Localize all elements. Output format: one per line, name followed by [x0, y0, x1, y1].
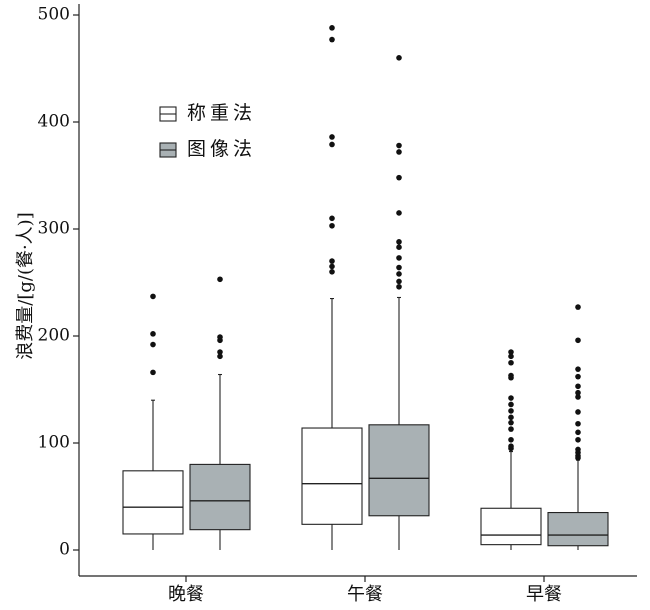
box — [122, 470, 184, 535]
outlier-point — [396, 271, 402, 277]
outlier-point — [396, 239, 402, 245]
outlier-point — [575, 409, 581, 415]
outlier-point — [217, 334, 223, 340]
x-tick-label: 早餐 — [526, 584, 562, 605]
outlier-point — [329, 36, 335, 43]
box — [547, 511, 609, 547]
outlier-point — [396, 142, 402, 149]
y-tick-label: 400 — [38, 112, 70, 132]
box — [368, 424, 430, 517]
outlier-point — [575, 366, 581, 372]
outlier-point — [575, 446, 581, 453]
outlier-point — [508, 353, 514, 360]
outlier-point — [508, 349, 514, 355]
outlier-point — [508, 408, 514, 414]
outlier-point — [329, 25, 335, 31]
outlier-point — [396, 174, 402, 181]
legend-label: 称重法 — [187, 102, 256, 124]
outlier-point — [575, 337, 581, 344]
outlier-point — [508, 419, 514, 426]
x-tick-label: 午餐 — [347, 584, 383, 605]
outlier-point — [508, 359, 514, 366]
outlier-point — [329, 263, 335, 270]
outlier-point — [150, 369, 156, 376]
outlier-point — [329, 222, 335, 229]
outlier-point — [508, 372, 514, 379]
outlier-point — [217, 353, 223, 360]
x-tick-label: 晚餐 — [168, 584, 204, 605]
outlier-point — [396, 264, 402, 271]
outlier-point — [329, 141, 335, 148]
outlier-point — [396, 283, 402, 290]
box — [301, 427, 363, 525]
box — [480, 507, 542, 546]
outlier-point — [575, 394, 581, 400]
outlier-point — [396, 149, 402, 155]
y-axis-title: 浪费量/[g/(餐·人)] — [15, 212, 36, 359]
outlier-point — [575, 389, 581, 396]
outlier-point — [575, 436, 581, 443]
outlier-point — [329, 258, 335, 264]
outlier-point — [508, 436, 514, 443]
y-tick-label: 100 — [38, 433, 70, 453]
outlier-point — [508, 443, 514, 450]
legend-label: 图像法 — [187, 138, 256, 160]
outlier-point — [217, 349, 223, 355]
y-tick-label: 300 — [38, 219, 70, 239]
outlier-point — [329, 269, 335, 275]
outlier-point — [508, 414, 514, 421]
outlier-point — [396, 244, 402, 250]
outlier-point — [150, 331, 156, 337]
outlier-point — [396, 210, 402, 216]
outlier-point — [508, 401, 514, 408]
outlier-point — [575, 373, 581, 380]
outlier-point — [575, 420, 581, 427]
outlier-point — [396, 55, 402, 61]
outlier-point — [508, 395, 514, 401]
y-tick-label: 500 — [38, 5, 70, 25]
y-tick-label: 0 — [59, 540, 70, 560]
box — [189, 463, 251, 531]
outlier-point — [508, 426, 514, 432]
y-tick-label: 200 — [38, 326, 70, 346]
outlier-point — [575, 304, 581, 310]
outlier-point — [150, 341, 156, 348]
outlier-point — [329, 215, 335, 222]
outlier-point — [329, 134, 335, 140]
outlier-point — [575, 383, 581, 390]
outlier-point — [396, 278, 402, 285]
outlier-point — [217, 276, 223, 283]
outlier-point — [396, 255, 402, 261]
outlier-point — [150, 293, 156, 300]
outlier-point — [575, 429, 581, 436]
